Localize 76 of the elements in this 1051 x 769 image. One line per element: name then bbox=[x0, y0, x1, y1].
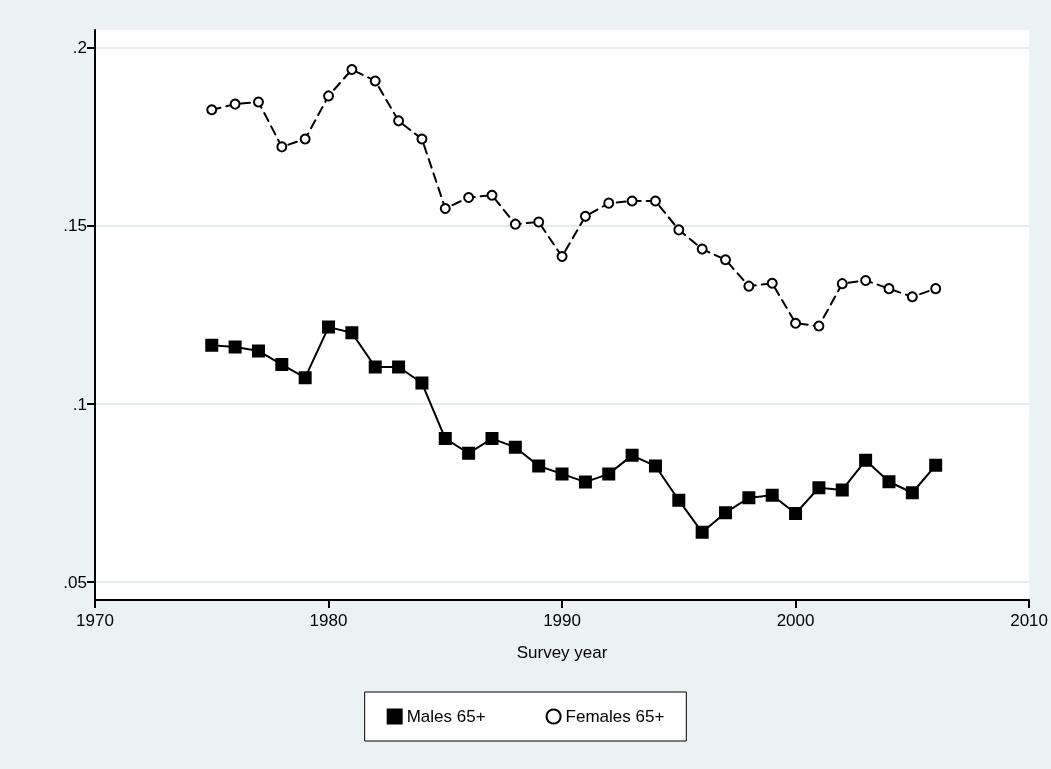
point bbox=[929, 458, 943, 472]
legend-label: Females 65+ bbox=[565, 707, 665, 726]
point bbox=[648, 459, 662, 473]
point bbox=[275, 358, 289, 372]
y-tick-label: .2 bbox=[72, 38, 87, 58]
point bbox=[533, 216, 545, 228]
x-tick-label: 2010 bbox=[1010, 611, 1048, 630]
point bbox=[835, 483, 849, 497]
point bbox=[766, 277, 778, 289]
point bbox=[438, 432, 452, 446]
point bbox=[695, 525, 709, 539]
point bbox=[299, 133, 311, 145]
point bbox=[673, 224, 685, 236]
point bbox=[720, 254, 732, 266]
point bbox=[930, 283, 942, 295]
point bbox=[206, 104, 218, 116]
point bbox=[532, 459, 546, 473]
legend-label: Males 65+ bbox=[406, 707, 486, 726]
point bbox=[790, 317, 802, 329]
point bbox=[603, 197, 615, 209]
point bbox=[906, 291, 918, 303]
point bbox=[298, 371, 312, 385]
point bbox=[251, 344, 265, 358]
point bbox=[719, 506, 733, 520]
point bbox=[509, 218, 521, 230]
point bbox=[812, 481, 826, 495]
point bbox=[743, 280, 755, 292]
x-tick-label: 2000 bbox=[776, 611, 815, 630]
point bbox=[579, 210, 591, 222]
point bbox=[393, 115, 405, 127]
point bbox=[323, 90, 335, 102]
point bbox=[252, 96, 264, 108]
point bbox=[228, 340, 242, 354]
point bbox=[625, 448, 639, 462]
point bbox=[416, 133, 428, 145]
point bbox=[345, 326, 359, 340]
point bbox=[556, 251, 568, 263]
point bbox=[672, 493, 686, 507]
x-tick-label: 1980 bbox=[309, 611, 348, 630]
point bbox=[555, 467, 569, 481]
point bbox=[485, 432, 499, 446]
point bbox=[415, 376, 429, 390]
x-tick-label: 1970 bbox=[76, 611, 114, 630]
point bbox=[462, 446, 476, 460]
y-tick-label: .05 bbox=[63, 572, 87, 592]
point bbox=[369, 75, 381, 87]
point bbox=[578, 475, 592, 489]
point bbox=[486, 189, 498, 201]
point bbox=[392, 360, 406, 374]
point bbox=[696, 243, 708, 255]
point bbox=[602, 467, 616, 481]
point bbox=[346, 64, 358, 76]
point bbox=[205, 338, 219, 352]
point bbox=[649, 195, 661, 207]
point bbox=[813, 320, 825, 332]
point bbox=[883, 283, 895, 295]
point bbox=[860, 274, 872, 286]
point bbox=[626, 195, 638, 207]
point bbox=[882, 475, 896, 489]
point bbox=[508, 440, 522, 454]
point bbox=[368, 360, 382, 374]
point bbox=[765, 488, 779, 502]
point bbox=[322, 320, 336, 334]
y-tick-label: .15 bbox=[63, 216, 87, 236]
x-axis-title: Survey year bbox=[516, 643, 608, 662]
point bbox=[836, 278, 848, 290]
x-tick-label: 1990 bbox=[543, 611, 581, 630]
point bbox=[439, 202, 451, 214]
point bbox=[905, 486, 919, 500]
point bbox=[276, 141, 288, 153]
y-tick-label: .1 bbox=[72, 394, 87, 414]
point bbox=[789, 506, 803, 520]
point bbox=[463, 191, 475, 203]
point bbox=[859, 453, 873, 467]
point bbox=[742, 491, 756, 505]
point bbox=[229, 98, 241, 110]
